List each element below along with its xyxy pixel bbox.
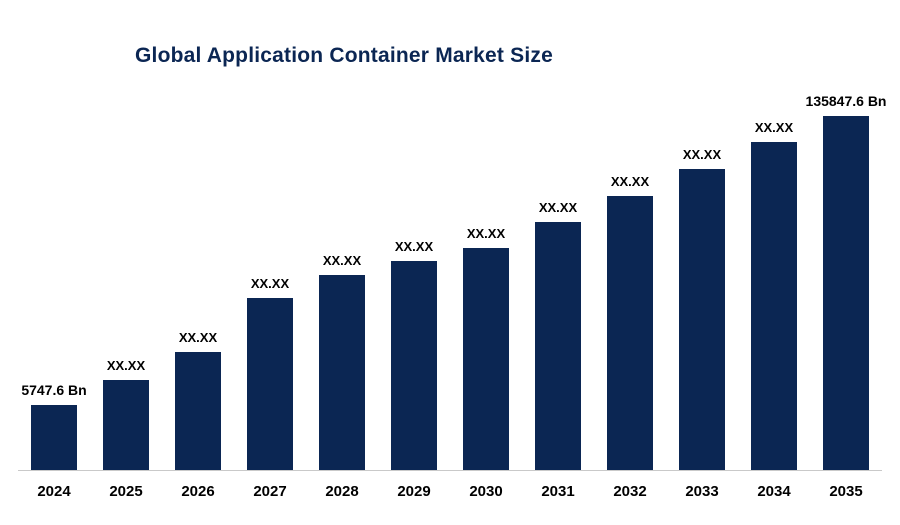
bar-value-label: XX.XX: [106, 358, 146, 373]
bar-value-label: 5747.6 Bn: [21, 382, 87, 398]
bar: [535, 222, 581, 470]
bar-column: XX.XX: [234, 276, 306, 470]
bar-column: XX.XX: [378, 239, 450, 470]
bar: [463, 248, 509, 470]
bar: [319, 275, 365, 470]
x-axis-tick-label: 2034: [757, 483, 791, 500]
x-axis-tick-label: 2035: [829, 483, 863, 500]
bar-column: XX.XX: [522, 200, 594, 470]
plot-area: 5747.6 Bn XX.XX XX.XX XX.XX XX.XX XX.XX XX.XX X…: [18, 86, 886, 500]
bar-value-label: XX.XX: [538, 200, 578, 215]
bar-value-label: XX.XX: [466, 226, 506, 241]
bar-column: XX.XX: [738, 120, 810, 470]
bar-value-label: XX.XX: [178, 330, 218, 345]
bar: [31, 405, 77, 470]
bar-value-label: XX.XX: [394, 239, 434, 254]
bar-value-label: XX.XX: [754, 120, 794, 135]
x-axis-tick-label: 2025: [109, 483, 143, 500]
bar-column: XX.XX: [90, 358, 162, 470]
x-axis-tick-label: 2029: [397, 483, 431, 500]
bar-value-label: XX.XX: [322, 253, 362, 268]
bar-value-label: XX.XX: [610, 174, 650, 189]
bar: [823, 116, 869, 470]
bar-value-label: XX.XX: [682, 147, 722, 162]
bar-column: 5747.6 Bn: [18, 382, 90, 470]
bar-column: XX.XX: [594, 174, 666, 470]
x-axis-tick-label: 2030: [469, 483, 503, 500]
bar-column: XX.XX: [162, 330, 234, 470]
bar-column: XX.XX: [450, 226, 522, 470]
bar: [103, 380, 149, 470]
bar-column: XX.XX: [666, 147, 738, 470]
x-axis-tick-label: 2026: [181, 483, 215, 500]
x-axis-tick-label: 2031: [541, 483, 575, 500]
bar-column: XX.XX: [306, 253, 378, 470]
bar: [679, 169, 725, 470]
bar-value-label: XX.XX: [250, 276, 290, 291]
x-axis-tick-label: 2033: [685, 483, 719, 500]
bar: [175, 352, 221, 470]
bar: [607, 196, 653, 470]
chart-title: Global Application Container Market Size: [135, 44, 553, 67]
bar-column: 135847.6 Bn: [806, 93, 886, 470]
x-axis-tick-label: 2028: [325, 483, 359, 500]
x-axis-tick-label: 2032: [613, 483, 647, 500]
bar: [247, 298, 293, 470]
bar-value-label: 135847.6 Bn: [805, 93, 887, 109]
bars-row: 5747.6 Bn XX.XX XX.XX XX.XX XX.XX XX.XX XX.XX X…: [18, 86, 886, 471]
bar: [751, 142, 797, 470]
x-axis-tick-label: 2027: [253, 483, 287, 500]
bar: [391, 261, 437, 470]
x-axis-labels: 2024 2025 2026 2027 2028 2029 2030 2031 2032 2033…: [18, 471, 882, 500]
x-axis-tick-label: 2024: [37, 483, 71, 500]
